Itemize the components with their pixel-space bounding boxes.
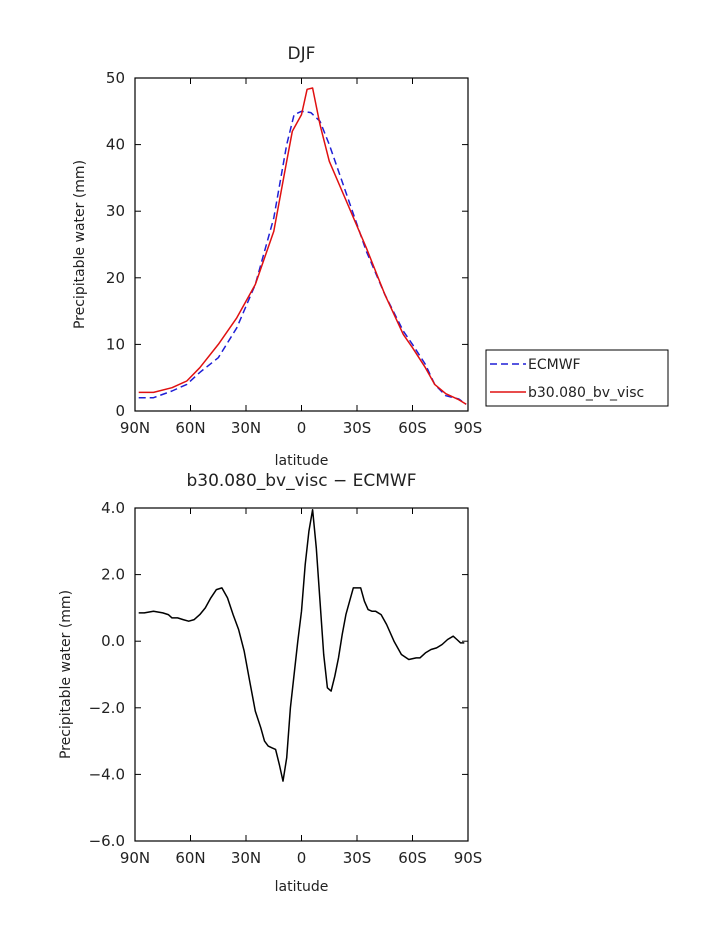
legend-box: [485, 349, 669, 407]
top-x-tick-label: 60S: [398, 419, 427, 437]
bot-y-tick-label: 2.0: [101, 566, 125, 584]
top-x-tick-label: 30S: [343, 419, 372, 437]
top-x-tick-label: 0: [297, 419, 307, 437]
bot-y-tick-label: 0.0: [101, 632, 125, 650]
bot-x-tick-label: 60N: [175, 849, 205, 867]
top-y-tick-label: 30: [106, 202, 125, 220]
top-y-tick-label: 40: [106, 136, 125, 154]
top-y-tick-label: 20: [106, 269, 125, 287]
bot-x-tick-label: 90S: [454, 849, 483, 867]
legend: ECMWF b30.080_bv_visc: [485, 349, 669, 407]
bottom-series-lines: [138, 508, 465, 782]
top-chart-title: DJF: [288, 44, 316, 64]
bottom-y-axis-label: Precipitable water (mm): [58, 590, 74, 759]
bot-y-tick-label: −6.0: [89, 832, 125, 850]
top-x-axis-label: latitude: [275, 453, 329, 469]
bot-y-tick-label: −4.0: [89, 765, 125, 783]
bot-series-line-difference: [138, 508, 465, 782]
top-y-tick-label: 10: [106, 335, 125, 353]
bot-y-tick-label: −2.0: [89, 699, 125, 717]
top-x-tick-label: 30N: [231, 419, 261, 437]
bot-x-tick-label: 30S: [343, 849, 372, 867]
top-y-tick-label: 0: [115, 402, 125, 420]
top-series-line-ecmwf: [138, 110, 467, 405]
top-x-tick-label: 90N: [120, 419, 150, 437]
top-axis-ticks: 90N 60N 30N 0 30S 60S 90S 0 10 20 30 40 50: [106, 69, 482, 437]
top-panel-djf: DJF 90N 60N 30N 0 30S 60S 90S 0 10 20 30 40 50 latit…: [72, 44, 669, 469]
bottom-axis-ticks: 90N 60N 30N 0 30S 60S 90S −6.0 −4.0 −2.0 0.0 2.0 4.0: [89, 499, 483, 867]
legend-label-b30-080-bv-visc: b30.080_bv_visc: [528, 385, 644, 401]
top-x-tick-label: 60N: [175, 419, 205, 437]
top-y-axis-label: Precipitable water (mm): [72, 160, 88, 329]
top-y-tick-label: 50: [106, 69, 125, 87]
bottom-x-axis-label: latitude: [275, 879, 329, 895]
top-series-line-b30-080-bv-visc: [138, 87, 467, 405]
bot-x-tick-label: 0: [297, 849, 307, 867]
top-plot-frame: [134, 77, 469, 412]
bottom-panel-difference: b30.080_bv_visc − ECMWF 90N 60N 30N 0 30S 60S…: [58, 471, 482, 895]
bot-x-tick-label: 90N: [120, 849, 150, 867]
top-series-lines: [138, 87, 467, 405]
top-x-tick-label: 90S: [454, 419, 483, 437]
bot-x-tick-label: 60S: [398, 849, 427, 867]
legend-label-ecmwf: ECMWF: [528, 357, 581, 373]
bot-y-tick-label: 4.0: [101, 499, 125, 517]
bot-x-tick-label: 30N: [231, 849, 261, 867]
bottom-chart-title: b30.080_bv_visc − ECMWF: [186, 471, 416, 491]
bottom-plot-frame: [134, 507, 469, 842]
